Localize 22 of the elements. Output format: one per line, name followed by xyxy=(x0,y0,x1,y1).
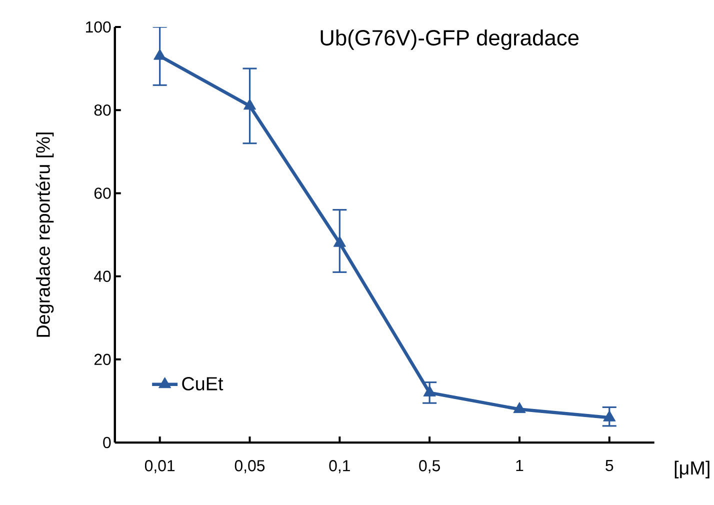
point xyxy=(243,98,256,110)
y-tick-label: 20 xyxy=(94,354,111,365)
point xyxy=(423,385,436,396)
y-axis-title: Degradace reportéru [%] xyxy=(36,132,54,337)
x-tick-label: 0,1 xyxy=(329,460,350,473)
x-axis-title: [μM] xyxy=(674,460,710,478)
x-tick-label: 5 xyxy=(606,460,614,471)
chart-title: Ub(G76V)-GFP degradace xyxy=(320,29,579,50)
x-tick-label: 0,01 xyxy=(144,460,175,473)
y-tick-label: 0 xyxy=(103,436,111,448)
x-tick-label: 0,05 xyxy=(234,460,265,473)
x-tick-label: 1 xyxy=(516,460,524,471)
y-tick-label: 40 xyxy=(94,270,111,282)
point xyxy=(154,48,166,60)
point xyxy=(333,236,346,247)
point xyxy=(513,402,526,413)
y-tick-label: 80 xyxy=(94,104,111,116)
legend-label: CuEt xyxy=(182,376,224,390)
x-tick-label: 0,5 xyxy=(419,460,440,473)
y-tick-label: 100 xyxy=(86,21,111,32)
point xyxy=(603,410,616,422)
y-tick-label: 60 xyxy=(94,187,111,199)
